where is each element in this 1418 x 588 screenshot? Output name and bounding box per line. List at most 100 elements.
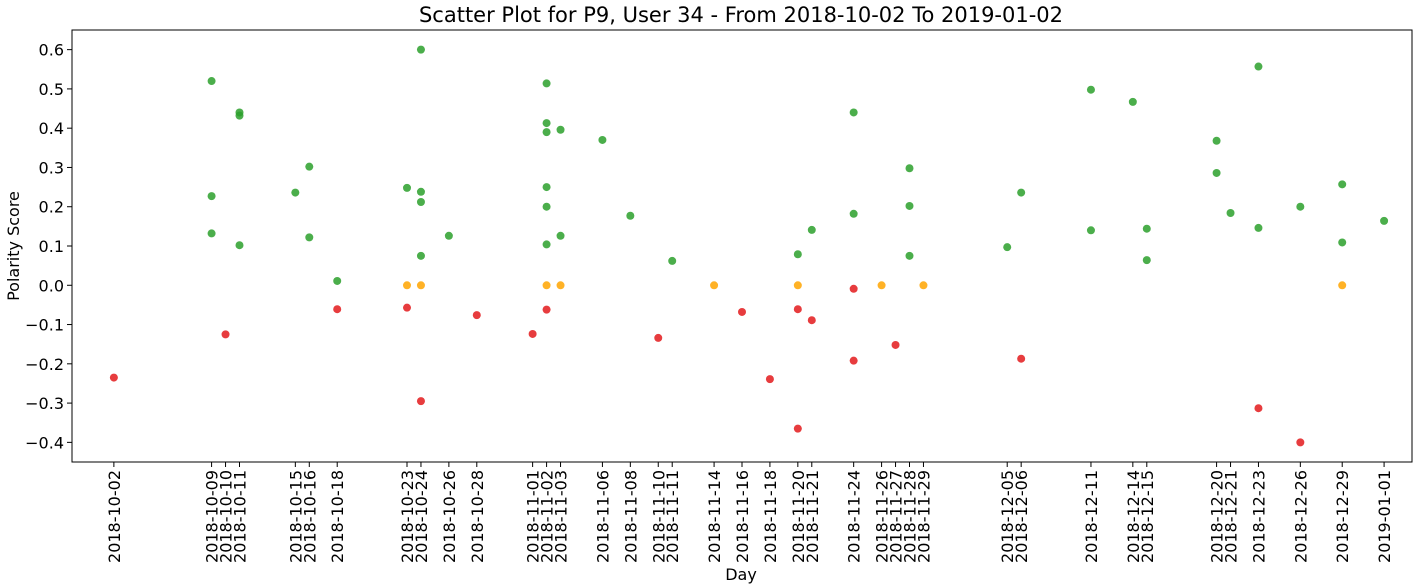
data-point-negative bbox=[1017, 354, 1026, 363]
data-point-neutral bbox=[403, 281, 411, 290]
data-point-positive bbox=[416, 187, 425, 196]
x-tick-label: 2018-10-24 bbox=[412, 470, 431, 563]
x-tick-label: 2018-12-14 bbox=[1124, 470, 1143, 563]
y-tick-label: −0.1 bbox=[25, 316, 64, 335]
data-point-positive bbox=[416, 198, 425, 207]
data-point-negative bbox=[793, 424, 802, 433]
data-point-positive bbox=[1212, 168, 1221, 177]
data-point-positive bbox=[1086, 226, 1095, 235]
x-tick-label: 2018-11-02 bbox=[538, 470, 557, 563]
x-tick-label: 2018-10-15 bbox=[286, 470, 305, 563]
data-point-positive bbox=[207, 77, 216, 86]
x-axis-label: Day bbox=[725, 565, 757, 584]
data-point-positive bbox=[1128, 97, 1137, 106]
data-point-positive bbox=[1142, 224, 1151, 233]
x-tick-label: 2018-10-18 bbox=[328, 470, 347, 563]
y-axis-label: Polarity Score bbox=[4, 191, 23, 301]
data-point-positive bbox=[305, 233, 314, 242]
data-point-negative bbox=[765, 375, 774, 384]
x-tick-label: 2018-10-09 bbox=[203, 470, 222, 563]
data-point-positive bbox=[1003, 243, 1012, 252]
plot-area bbox=[71, 29, 1413, 463]
data-point-positive bbox=[416, 45, 425, 54]
x-tick-label: 2018-11-26 bbox=[873, 470, 892, 563]
data-point-positive bbox=[291, 188, 300, 197]
x-tick-label: 2018-12-05 bbox=[998, 470, 1017, 563]
data-point-positive bbox=[1017, 188, 1026, 197]
x-tick-label: 2018-11-29 bbox=[914, 470, 933, 563]
data-point-negative bbox=[1254, 404, 1263, 413]
y-tick-label: 0.1 bbox=[39, 237, 64, 256]
x-tick-label: 2018-12-29 bbox=[1333, 470, 1352, 563]
data-point-positive bbox=[849, 108, 858, 117]
data-point-positive bbox=[1254, 62, 1263, 71]
x-tick-label: 2018-12-21 bbox=[1222, 470, 1241, 563]
x-tick-label: 2018-11-01 bbox=[524, 470, 543, 563]
data-point-positive bbox=[1254, 223, 1263, 232]
data-point-positive bbox=[235, 111, 244, 120]
data-point-neutral bbox=[710, 281, 719, 290]
data-points bbox=[109, 45, 1389, 447]
y-tick-label: 0.2 bbox=[39, 198, 64, 217]
data-point-positive bbox=[1296, 202, 1305, 211]
x-tick-label: 2018-11-10 bbox=[649, 470, 668, 563]
x-tick-label: 2018-12-06 bbox=[1012, 470, 1031, 563]
data-point-positive bbox=[1142, 256, 1151, 265]
data-point-neutral bbox=[793, 281, 802, 290]
x-tick-label: 2018-11-03 bbox=[552, 470, 571, 563]
data-point-negative bbox=[1296, 438, 1305, 447]
y-tick-label: −0.4 bbox=[25, 433, 64, 452]
data-point-positive bbox=[416, 251, 425, 260]
data-point-positive bbox=[1338, 180, 1347, 189]
y-tick-label: −0.3 bbox=[25, 394, 64, 413]
data-point-negative bbox=[793, 305, 802, 314]
data-point-positive bbox=[305, 162, 314, 171]
x-tick-label: 2018-11-14 bbox=[705, 470, 724, 563]
data-point-negative bbox=[528, 329, 537, 338]
data-point-negative bbox=[849, 284, 858, 293]
x-tick-label: 2018-11-28 bbox=[901, 470, 920, 563]
x-tick-label: 2018-11-11 bbox=[663, 470, 682, 563]
data-point-negative bbox=[416, 397, 425, 406]
x-tick-label: 2018-12-15 bbox=[1138, 470, 1157, 563]
x-tick-label: 2018-11-24 bbox=[845, 470, 864, 563]
y-tick-label: 0.0 bbox=[39, 276, 64, 295]
data-point-negative bbox=[333, 305, 342, 314]
data-point-neutral bbox=[1338, 281, 1347, 290]
data-point-neutral bbox=[542, 281, 551, 290]
data-point-neutral bbox=[416, 281, 425, 290]
chart-title: Scatter Plot for P9, User 34 - From 2018… bbox=[419, 3, 1063, 27]
x-tick-label: 2018-10-28 bbox=[468, 470, 487, 563]
x-tick-label: 2018-11-06 bbox=[593, 470, 612, 563]
x-tick-label: 2018-11-08 bbox=[621, 470, 640, 563]
data-point-positive bbox=[793, 250, 802, 259]
data-point-positive bbox=[542, 79, 551, 88]
x-tick-label: 2018-11-18 bbox=[761, 470, 780, 563]
x-tick-label: 2018-10-10 bbox=[217, 470, 236, 563]
data-point-positive bbox=[235, 241, 244, 250]
x-axis: 2018-10-02 2018-10-092018-10-102018-10-11… bbox=[105, 462, 1394, 563]
data-point-negative bbox=[807, 316, 816, 325]
data-point-positive bbox=[807, 225, 816, 234]
data-point-positive bbox=[598, 135, 607, 144]
y-tick-label: 0.5 bbox=[39, 80, 64, 99]
data-point-positive bbox=[403, 183, 411, 192]
data-point-positive bbox=[905, 251, 914, 260]
x-tick-label: 2019-01-01 bbox=[1375, 470, 1394, 563]
data-point-positive bbox=[1086, 85, 1095, 94]
data-point-neutral bbox=[556, 281, 565, 290]
data-point-negative bbox=[472, 311, 481, 320]
x-tick-label: 2018-12-26 bbox=[1291, 470, 1310, 563]
data-point-positive bbox=[542, 240, 551, 249]
x-tick-label: 2018-11-16 bbox=[733, 470, 752, 563]
x-tick-label: 2018-10-02 bbox=[105, 470, 124, 563]
data-point-positive bbox=[207, 192, 216, 201]
data-point-positive bbox=[668, 256, 677, 265]
data-point-positive bbox=[626, 211, 635, 220]
data-point-negative bbox=[738, 307, 746, 316]
data-point-negative bbox=[403, 303, 411, 312]
x-tick-label: 2018-11-27 bbox=[887, 470, 906, 563]
data-point-negative bbox=[891, 340, 900, 349]
data-point-negative bbox=[109, 373, 118, 382]
